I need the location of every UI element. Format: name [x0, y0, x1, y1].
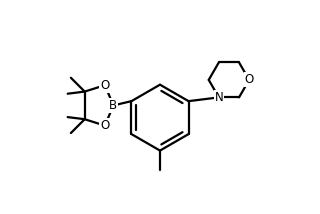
- Text: O: O: [100, 79, 109, 92]
- Text: N: N: [214, 91, 223, 104]
- Text: O: O: [244, 73, 254, 86]
- Text: B: B: [109, 99, 117, 112]
- Text: O: O: [100, 119, 109, 132]
